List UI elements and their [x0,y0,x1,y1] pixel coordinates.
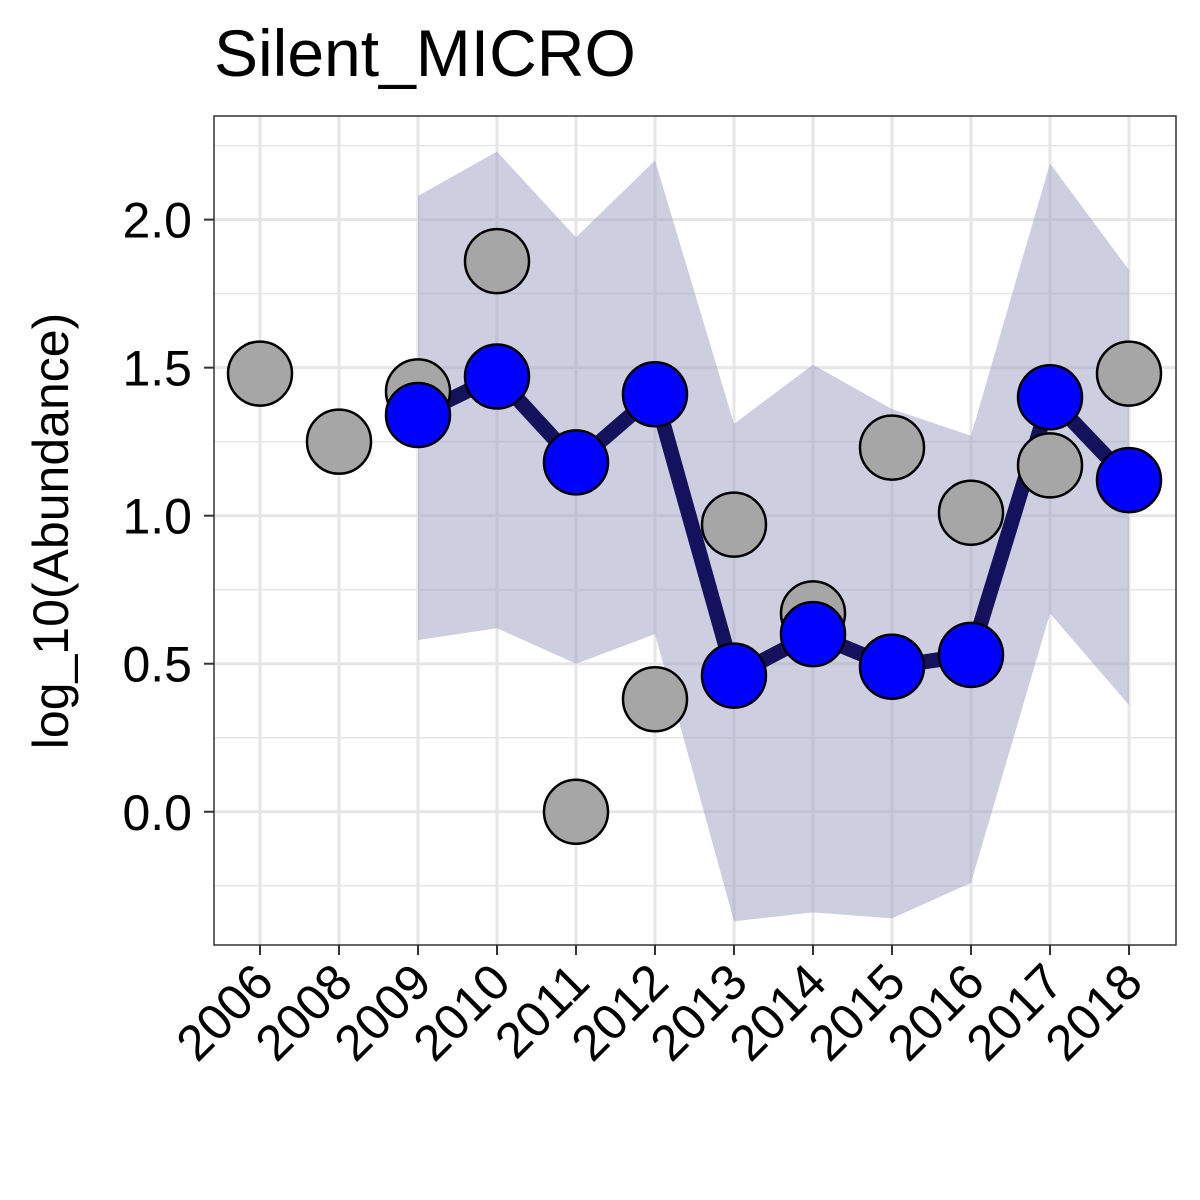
observed-points-layer [226,227,1163,846]
fitted-point [463,343,531,410]
observed-point [1095,340,1163,407]
fitted-point [700,642,768,709]
fitted-point [1016,364,1084,431]
fitted-point [858,633,926,700]
observed-point [700,491,768,558]
observed-point [858,414,926,481]
panel-border [213,115,1177,946]
observed-point [621,666,689,733]
y-tick-label: 2.0 [122,193,192,249]
observed-point [226,340,294,407]
fitted-point [542,429,610,496]
fitted-point [1095,446,1163,514]
fitted-points-layer [384,343,1163,709]
y-tick-label: 0.0 [122,785,192,841]
confidence-ribbon [418,151,1129,922]
observed-point [463,227,531,295]
fitted-line-layer [410,369,1137,684]
chart-title: Silent_MICRO [214,16,636,90]
observed-point [542,778,610,846]
observed-point [305,408,373,475]
fitted-point [621,361,689,428]
y-tick-label: 1.5 [122,341,192,397]
fitted-point [779,600,847,668]
observed-point [1016,432,1084,499]
y-axis-title: log_10(Abundance) [23,313,79,749]
y-tick-label: 1.0 [122,489,192,545]
y-tick-label: 0.5 [122,637,192,693]
fitted-point [937,621,1005,689]
confidence-ribbon-layer [418,151,1129,922]
observed-point [937,479,1005,546]
fitted-line [410,369,1137,684]
fitted-point [384,381,452,449]
